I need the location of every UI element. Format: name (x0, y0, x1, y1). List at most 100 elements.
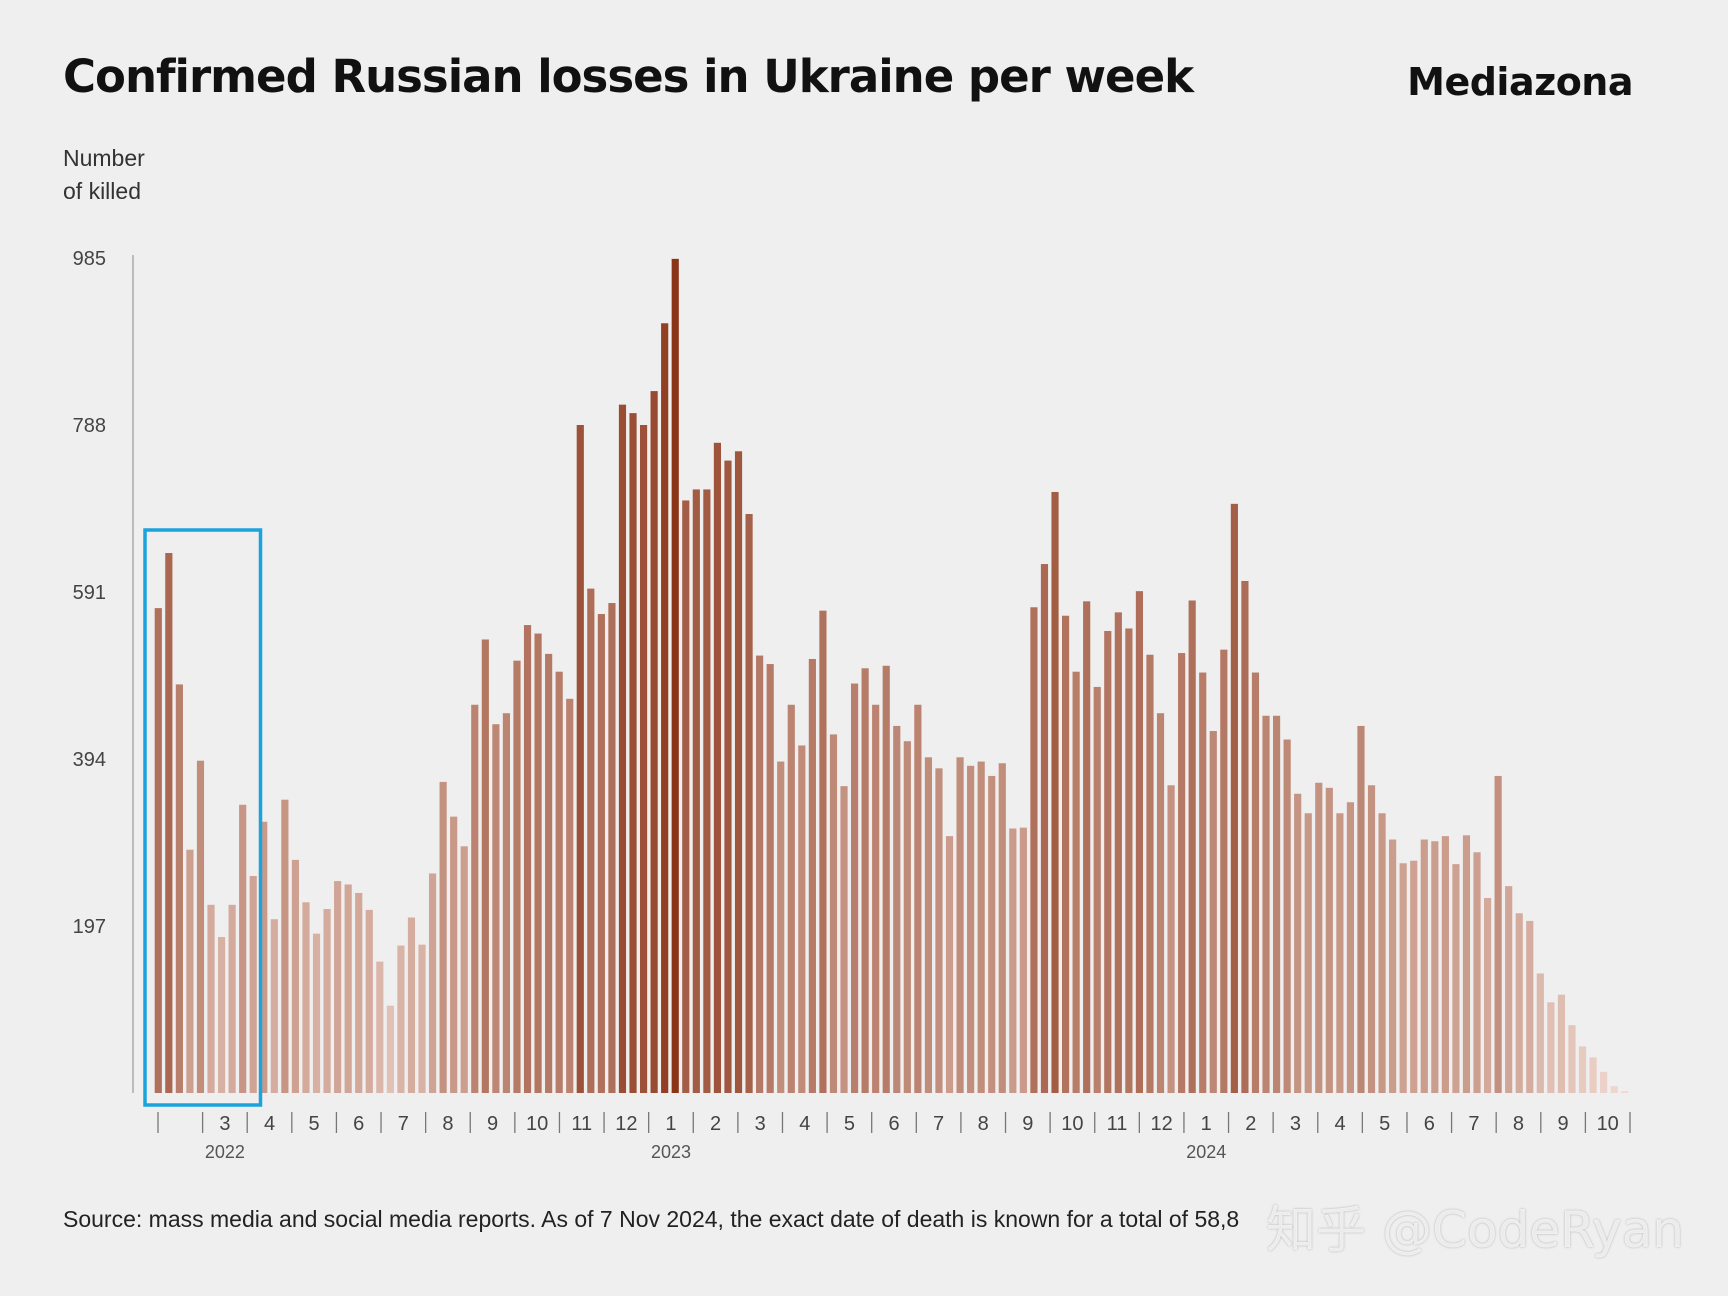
x-tick-label: 2 (1245, 1113, 1256, 1135)
bar (956, 757, 964, 1093)
bar (502, 713, 511, 1093)
x-axis: 3 2022 4 5 6 7 8 9 10 11 12 1 2023 2 3 4 5 6 7 8 9 10 11 12 1 202… (157, 1112, 1631, 1162)
source-note: Source: mass media and social media repo… (63, 1206, 1240, 1232)
x-tick-label: 8 (1513, 1113, 1524, 1135)
bar (914, 704, 922, 1093)
bars-group (154, 258, 1629, 1094)
bar (1389, 839, 1397, 1093)
bar (1452, 864, 1460, 1093)
bar (808, 658, 816, 1093)
bar (576, 425, 584, 1093)
bar (882, 665, 890, 1093)
bar (302, 902, 310, 1093)
bar (1578, 1046, 1587, 1093)
bar (1188, 600, 1196, 1093)
x-year-label: 2022 (205, 1142, 245, 1162)
x-tick-label: 4 (264, 1113, 275, 1135)
bar (756, 655, 764, 1093)
bar (1600, 1071, 1608, 1093)
x-tick-label: 1 (1201, 1113, 1212, 1135)
bar (566, 698, 574, 1093)
bar (1167, 785, 1175, 1093)
bar (270, 919, 278, 1093)
x-tick-label: 6 (1424, 1113, 1435, 1135)
bar (407, 917, 416, 1093)
x-tick-label: 5 (309, 1113, 320, 1135)
bar (492, 724, 500, 1093)
bar (1515, 913, 1523, 1093)
bar (1135, 591, 1144, 1093)
bar (1040, 564, 1049, 1093)
bar (1568, 1025, 1576, 1093)
bar (1220, 649, 1228, 1093)
x-tick-label: 4 (799, 1113, 810, 1135)
bar (376, 961, 384, 1093)
bar (196, 760, 205, 1093)
bar (1315, 782, 1323, 1093)
x-tick-label: 4 (1334, 1113, 1345, 1135)
bar (154, 608, 162, 1093)
y-axis-label: Number of killed (63, 145, 145, 204)
bar (893, 725, 901, 1093)
x-tick-label: 9 (1558, 1113, 1569, 1135)
bar (1156, 713, 1165, 1093)
bar (1378, 813, 1386, 1093)
bar (1441, 836, 1449, 1093)
x-tick-label: 3 (219, 1113, 230, 1135)
bar (1536, 973, 1544, 1093)
bar (967, 765, 975, 1093)
bar (587, 588, 595, 1093)
y-tick-label: 788 (73, 415, 106, 437)
bar (1114, 612, 1122, 1093)
bar (1431, 841, 1439, 1093)
bar (977, 761, 985, 1093)
bar (1399, 863, 1407, 1093)
bar (1051, 491, 1059, 1094)
bar (661, 323, 669, 1093)
x-tick-label: 7 (933, 1113, 944, 1135)
bar (239, 804, 247, 1093)
bar (545, 653, 553, 1093)
bar (1610, 1086, 1618, 1093)
bar (1251, 672, 1260, 1093)
highlight-box (143, 528, 263, 1107)
bar (186, 849, 194, 1093)
bar (692, 489, 700, 1093)
bar (1357, 725, 1365, 1093)
y-tick-label: 591 (73, 582, 106, 604)
bar (745, 514, 753, 1093)
bar (217, 937, 226, 1093)
bar (1494, 775, 1502, 1093)
x-tick-label: 5 (1379, 1113, 1390, 1135)
highlight-overlay (143, 528, 263, 1107)
bar (334, 881, 342, 1093)
x-tick-label: 8 (978, 1113, 989, 1135)
bar (1367, 785, 1376, 1093)
bar (945, 836, 954, 1093)
bar (365, 909, 373, 1093)
bar (872, 704, 880, 1093)
x-tick-label: 3 (1290, 1113, 1301, 1135)
bar (1483, 898, 1492, 1093)
y-tick-label: 985 (73, 248, 106, 270)
bar (386, 1005, 394, 1093)
bar (1304, 813, 1312, 1093)
bar (597, 614, 605, 1093)
x-tick-label: 2 (710, 1113, 721, 1135)
x-year-label: 2024 (1186, 1142, 1226, 1162)
bar (629, 413, 637, 1093)
bar (819, 610, 827, 1093)
bar (260, 821, 268, 1093)
bar (1199, 672, 1207, 1093)
x-tick-label: 12 (615, 1113, 637, 1135)
bar (766, 664, 774, 1093)
bar (1061, 615, 1070, 1093)
x-tick-label: 1 (665, 1113, 676, 1135)
bar (1621, 1091, 1629, 1093)
bar (1125, 628, 1133, 1093)
bar (1325, 787, 1333, 1093)
x-tick-label: 11 (1107, 1113, 1128, 1135)
bar (924, 757, 933, 1093)
x-tick-label: 7 (398, 1113, 409, 1135)
